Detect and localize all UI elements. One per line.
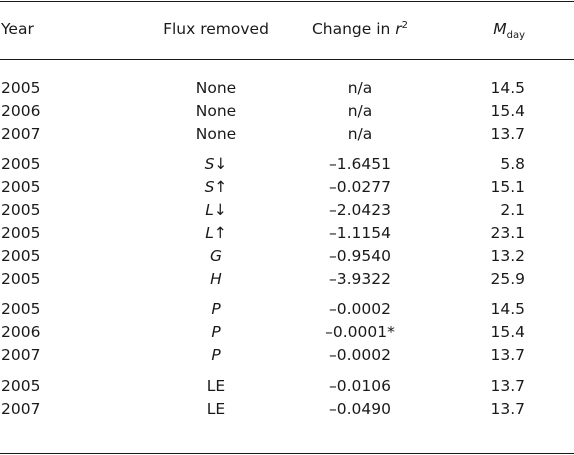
cell-flux-removed: None — [195, 79, 237, 97]
table-top-rule — [0, 1, 574, 2]
table-row: 2007 P –0.0002 13.7 — [0, 345, 574, 368]
cell-change-in-r2: n/a — [347, 79, 373, 97]
cell-year: 2005 — [1, 270, 41, 288]
header-m-sub: day — [506, 30, 525, 42]
table-row: 2005 None n/a 14.5 — [0, 78, 574, 101]
cell-flux-removed: L↑ — [205, 224, 227, 242]
cell-change-in-r2: –1.1154 — [329, 224, 391, 242]
table-row: 2007 LE –0.0490 13.7 — [0, 399, 574, 422]
table-header: Year Flux removed Change in r2 Mday — [0, 19, 574, 41]
cell-change-in-r2: –0.0490 — [329, 400, 391, 418]
cell-flux-removed: P — [211, 300, 221, 318]
cell-year: 2006 — [1, 323, 41, 341]
cell-flux-removed: None — [195, 102, 237, 120]
cell-change-in-r2: n/a — [347, 125, 373, 143]
cell-m-day: 13.7 — [490, 346, 525, 364]
cell-change-in-r2: –0.0277 — [329, 178, 391, 196]
cell-flux-removed: L↓ — [205, 201, 227, 219]
cell-year: 2005 — [1, 224, 41, 242]
cell-flux-removed: None — [195, 125, 237, 143]
cell-year: 2007 — [1, 125, 41, 143]
cell-year: 2005 — [1, 300, 41, 318]
cell-change-in-r2: –0.0001* — [325, 323, 395, 341]
header-change-text: Change in — [311, 20, 396, 38]
header-change-in-r2: Change in r2 — [290, 19, 430, 39]
cell-m-day: 13.7 — [490, 377, 525, 395]
cell-m-day: 25.9 — [490, 270, 525, 288]
table-row: 2005 L↑ –1.1154 23.1 — [0, 223, 574, 246]
cell-flux-removed: P — [211, 323, 221, 341]
cell-year: 2005 — [1, 178, 41, 196]
cell-flux-removed: G — [209, 247, 222, 265]
cell-year: 2005 — [1, 377, 41, 395]
cell-m-day: 15.4 — [490, 102, 525, 120]
cell-year: 2005 — [1, 155, 41, 173]
header-change-var: r — [395, 20, 402, 38]
cell-m-day: 15.1 — [490, 178, 525, 196]
cell-m-day: 14.5 — [490, 79, 525, 97]
cell-change-in-r2: –0.9540 — [329, 247, 391, 265]
table-row: 2007 None n/a 13.7 — [0, 124, 574, 147]
table-row: 2005 P –0.0002 14.5 — [0, 299, 574, 322]
table-row: 2005 H –3.9322 25.9 — [0, 269, 574, 292]
cell-year: 2005 — [1, 247, 41, 265]
cell-change-in-r2: –0.0002 — [329, 300, 391, 318]
header-m-var: M — [493, 20, 507, 38]
header-flux-removed: Flux removed — [163, 20, 269, 38]
cell-year: 2006 — [1, 102, 41, 120]
cell-m-day: 15.4 — [490, 323, 525, 341]
table-row: 2005 G –0.9540 13.2 — [0, 246, 574, 269]
cell-flux-removed: S↓ — [204, 155, 228, 173]
cell-flux-removed: P — [211, 346, 221, 364]
cell-m-day: 14.5 — [490, 300, 525, 318]
cell-m-day: 23.1 — [490, 224, 525, 242]
cell-year: 2005 — [1, 201, 41, 219]
cell-flux-removed: LE — [206, 400, 226, 418]
cell-m-day: 13.7 — [490, 125, 525, 143]
header-m-day: Mday — [430, 19, 525, 42]
table-row: 2005 S↓ –1.6451 5.8 — [0, 154, 574, 177]
table-row: 2006 P –0.0001* 15.4 — [0, 322, 574, 345]
cell-change-in-r2: n/a — [347, 102, 373, 120]
table-row: 2005 L↓ –2.0423 2.1 — [0, 200, 574, 223]
table-row: 2006 None n/a 15.4 — [0, 101, 574, 124]
cell-change-in-r2: –2.0423 — [329, 201, 391, 219]
cell-year: 2007 — [1, 400, 41, 418]
table-bottom-rule — [0, 453, 574, 454]
table-row: 2005 LE –0.0106 13.7 — [0, 376, 574, 399]
cell-change-in-r2: –1.6451 — [329, 155, 391, 173]
header-year: Year — [1, 20, 34, 38]
cell-change-in-r2: –0.0106 — [329, 377, 391, 395]
table-header-rule — [0, 59, 574, 60]
cell-flux-removed: LE — [206, 377, 226, 395]
cell-year: 2007 — [1, 346, 41, 364]
cell-m-day: 5.8 — [500, 155, 525, 173]
cell-flux-removed: H — [210, 270, 222, 288]
table-row: 2005 S↑ –0.0277 15.1 — [0, 177, 574, 200]
cell-change-in-r2: –0.0002 — [329, 346, 391, 364]
cell-flux-removed: S↑ — [204, 178, 228, 196]
header-change-sup: 2 — [401, 19, 409, 31]
cell-m-day: 13.7 — [490, 400, 525, 418]
cell-year: 2005 — [1, 79, 41, 97]
cell-m-day: 2.1 — [500, 201, 525, 219]
cell-change-in-r2: –3.9322 — [329, 270, 391, 288]
cell-m-day: 13.2 — [490, 247, 525, 265]
